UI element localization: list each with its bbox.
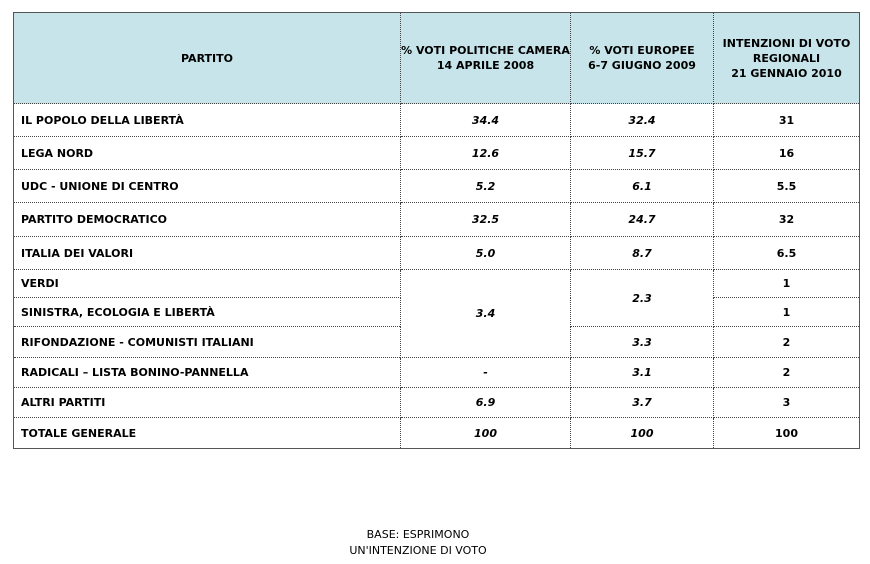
value-cell: 5.0 [400,236,571,270]
value-cell: 16 [713,136,860,170]
table-row: SINISTRA, ECOLOGIA E LIBERTÀ 1 [13,297,860,327]
table-row: RIFONDAZIONE - COMUNISTI ITALIANI 3.3 2 [13,326,860,358]
party-cell: PARTITO DEMOCRATICO [13,202,401,237]
party-cell: ITALIA DEI VALORI [13,236,401,270]
value-cell: 3 [713,387,860,418]
table-row: ITALIA DEI VALORI 5.0 8.7 6.5 [13,236,860,270]
value-cell: 6.1 [570,169,714,203]
value-cell: 1 [713,297,860,327]
value-cell: 6.9 [400,387,571,418]
value-cell: 24.7 [570,202,714,237]
header-date: 14 APRILE 2008 [436,59,535,72]
value-cell: 2 [713,357,860,388]
footer: BASE: ESPRIMONO UN'INTENZIONE DI VOTO [330,527,506,559]
value-cell: 1 [713,269,860,298]
party-cell: SINISTRA, ECOLOGIA E LIBERTÀ [13,297,401,327]
value-cell: 34.4 [400,103,571,137]
value-cell: 32.5 [400,202,571,237]
value-cell: 3.4 [400,269,571,358]
header-cell: % VOTI EUROPEE 6-7 GIUGNO 2009 [570,12,714,104]
footer-line: BASE: ESPRIMONO [366,528,470,541]
results-table: PARTITO % VOTI POLITICHE CAMERA 14 APRILE … [13,12,860,449]
header-title: INTENZIONI DI VOTO REGIONALI [722,36,851,65]
header-row: PARTITO % VOTI POLITICHE CAMERA 14 APRILE … [13,12,860,104]
header-title: % VOTI EUROPEE [589,44,695,57]
value-cell: 32.4 [570,103,714,137]
header-cell: INTENZIONI DI VOTO REGIONALI 21 GENNAIO 2… [713,12,860,104]
table-row: ALTRI PARTITI 6.9 3.7 3 [13,387,860,418]
table-row: UDC - UNIONE DI CENTRO 5.2 6.1 5.5 [13,169,860,203]
table-row: IL POPOLO DELLA LIBERTÀ 34.4 32.4 31 [13,103,860,137]
header-date: 6-7 GIUGNO 2009 [588,59,696,72]
header-title: PARTITO [181,51,233,65]
value-cell: 6.5 [713,236,860,270]
value-cell: 32 [713,202,860,237]
value-cell: 15.7 [570,136,714,170]
table-row: VERDI 3.4 2.3 1 [13,269,860,358]
table-row: RADICALI – LISTA BONINO-PANNELLA -3.1 2 [13,357,860,388]
party-cell: ALTRI PARTITI [13,387,401,418]
value-cell: - [400,357,571,388]
party-cell: UDC - UNIONE DI CENTRO [13,169,401,203]
value-cell: 100 [400,417,571,449]
party-cell: LEGA NORD [13,136,401,170]
value-cell: 3.3 [570,326,714,358]
value-cell: 100 [570,417,714,449]
footer-line: UN'INTENZIONE DI VOTO [349,544,487,557]
header-cell: % VOTI POLITICHE CAMERA 14 APRILE 2008 [400,12,571,104]
value-cell: 5.5 [713,169,860,203]
party-cell: VERDI [13,269,401,298]
value-cell: 5.2 [400,169,571,203]
value-cell: 3.7 [570,387,714,418]
header-cell: PARTITO [13,12,401,104]
table-row: TOTALE GENERALE 100 100 100 [13,417,860,449]
value-cell: 31 [713,103,860,137]
header-title: % VOTI POLITICHE CAMERA [401,44,570,57]
value-cell: 8.7 [570,236,714,270]
table-row: LEGA NORD 12.6 15.7 16 [13,136,860,170]
party-cell: TOTALE GENERALE [13,417,401,449]
table-row: PARTITO DEMOCRATICO 32.5 24.7 32 [13,202,860,237]
value-cell: 3.1 [570,357,714,388]
value-cell: 2 [713,326,860,358]
value-cell: 100 [713,417,860,449]
party-cell: RADICALI – LISTA BONINO-PANNELLA [13,357,401,388]
header-date: 21 GENNAIO 2010 [731,66,842,80]
value-cell: 2.3 [570,269,714,327]
party-cell: IL POPOLO DELLA LIBERTÀ [13,103,401,137]
party-cell: RIFONDAZIONE - COMUNISTI ITALIANI [13,326,401,358]
value-cell: 12.6 [400,136,571,170]
